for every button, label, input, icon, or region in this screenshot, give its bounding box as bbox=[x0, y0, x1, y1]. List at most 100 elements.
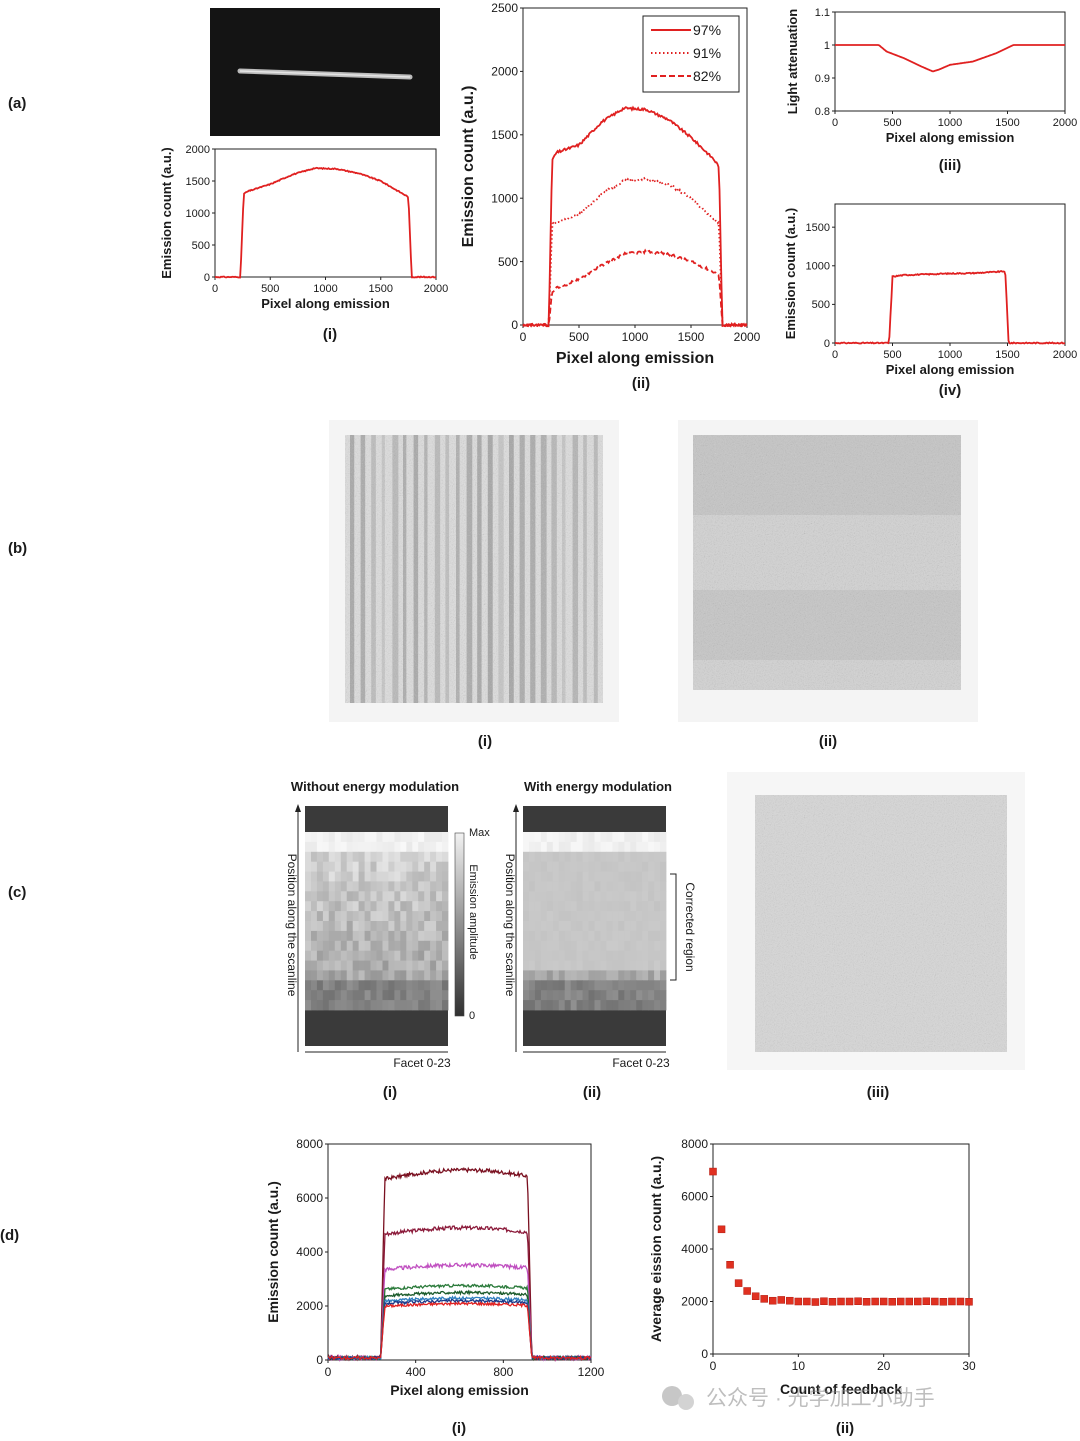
heatmap-cell bbox=[570, 851, 578, 863]
heatmap-cell bbox=[412, 911, 419, 922]
heatmap-cell bbox=[412, 891, 419, 902]
heatmap-cell bbox=[328, 861, 336, 872]
heatmap-cell bbox=[382, 950, 389, 961]
heatmap-cell bbox=[406, 921, 413, 932]
heatmap-cell bbox=[630, 871, 637, 882]
x-tick-label: 0 bbox=[710, 1359, 717, 1373]
heatmap-cell bbox=[600, 911, 607, 922]
heatmap-cell bbox=[612, 960, 619, 971]
heatmap-cell bbox=[654, 832, 661, 843]
heatmap-cell bbox=[540, 990, 548, 1001]
heatmap-cell bbox=[636, 841, 643, 853]
heatmap-cell bbox=[529, 881, 536, 892]
heatmap-cell bbox=[364, 930, 371, 942]
heatmap-cell bbox=[606, 861, 613, 872]
heatmap-cell bbox=[576, 832, 583, 843]
heatmap-cell bbox=[424, 930, 431, 942]
y-axis-label: Emission count (a.u.) bbox=[783, 208, 798, 339]
heatmap-cell bbox=[400, 911, 407, 922]
heatmap-cell bbox=[305, 940, 312, 952]
heatmap-cell bbox=[430, 980, 437, 991]
heatmap-cell bbox=[322, 980, 330, 991]
heatmap-cell bbox=[558, 871, 566, 882]
heatmap-cell bbox=[618, 871, 625, 882]
heatmap-cell bbox=[642, 881, 649, 892]
chart-a-i: 0 500 1000 1500 2000 0 500 1000 1500 2000 Pixel al… bbox=[159, 144, 448, 311]
heatmap-cell bbox=[660, 970, 667, 981]
series-line-5 bbox=[327, 1295, 592, 1361]
heatmap-cell bbox=[442, 940, 449, 952]
heatmap-cell bbox=[612, 851, 619, 863]
heatmap-cell bbox=[523, 861, 530, 872]
heatmap-cell bbox=[388, 950, 395, 961]
heatmap-cell bbox=[376, 911, 383, 922]
heatmap-cell bbox=[442, 930, 449, 942]
heatmap-cell bbox=[529, 940, 536, 952]
heatmap-cell bbox=[430, 990, 437, 1001]
heatmap-cell bbox=[412, 960, 419, 971]
heatmap-cell bbox=[606, 980, 613, 991]
heatmap-cell bbox=[540, 911, 548, 922]
heatmap-cell bbox=[412, 970, 419, 981]
heatmap-cell bbox=[529, 861, 536, 872]
heatmap-cell bbox=[340, 851, 348, 863]
heatmap-cell bbox=[564, 901, 572, 912]
data-point bbox=[794, 1297, 803, 1306]
heatmap-cell bbox=[311, 930, 318, 942]
data-point bbox=[896, 1297, 905, 1306]
heatmap-cell bbox=[424, 980, 431, 991]
heatmap-cell bbox=[442, 891, 449, 902]
y-tick-label: 500 bbox=[192, 240, 210, 252]
heatmap-cell bbox=[358, 851, 365, 863]
heatmap-cell bbox=[370, 871, 377, 882]
heatmap-cell bbox=[305, 861, 312, 872]
heatmap-cell bbox=[305, 911, 312, 922]
heatmap-cell bbox=[424, 832, 431, 843]
heatmap-cell bbox=[523, 921, 530, 932]
heatmap-cell bbox=[328, 851, 336, 863]
heatmap-cell bbox=[594, 891, 601, 902]
heatmap-cell bbox=[534, 841, 542, 853]
data-point bbox=[871, 1297, 879, 1306]
heatmap-cell bbox=[376, 871, 383, 882]
heatmap-cell bbox=[430, 1000, 437, 1011]
heatmap-cell bbox=[370, 980, 377, 991]
heatmap-cell bbox=[570, 960, 578, 971]
heatmap-cell bbox=[352, 891, 360, 902]
heatmap-cell bbox=[352, 901, 360, 912]
heatmap-cell bbox=[334, 980, 342, 991]
heatmap-cell bbox=[406, 851, 413, 863]
heatmap-cell bbox=[606, 851, 613, 863]
heatmap-cell bbox=[636, 950, 643, 961]
heatmap-cell bbox=[624, 851, 631, 863]
legend-frame bbox=[642, 15, 740, 93]
heatmap-cell bbox=[582, 921, 589, 932]
heatmap-cell bbox=[334, 891, 342, 902]
y-tick-label: 6000 bbox=[296, 1191, 323, 1205]
x-tick-label: 2000 bbox=[1053, 349, 1077, 361]
heatmap-cell bbox=[311, 901, 318, 912]
heatmap-cell bbox=[376, 970, 383, 981]
sub-label-b-ii: (ii) bbox=[819, 733, 837, 750]
series-line-6 bbox=[327, 1298, 592, 1361]
heatmap-cell bbox=[370, 950, 377, 961]
heatmap-cell bbox=[594, 851, 601, 863]
heatmap-cell bbox=[311, 851, 318, 863]
heatmap-cell bbox=[382, 911, 389, 922]
data-point bbox=[948, 1297, 956, 1306]
heatmap-cell bbox=[570, 901, 578, 912]
heatmap-cell bbox=[630, 921, 637, 932]
heatmap-cell bbox=[630, 861, 637, 872]
heatmap-cell bbox=[352, 871, 360, 882]
heatmap-cell bbox=[412, 841, 419, 853]
x-axis-label: Count of feedback bbox=[780, 1381, 902, 1397]
heatmap-cell bbox=[558, 861, 566, 872]
heatmap-cell bbox=[660, 921, 667, 932]
x-tick-label: 400 bbox=[406, 1365, 426, 1379]
heatmap-cell bbox=[418, 921, 425, 932]
heatmap-cell bbox=[388, 901, 395, 912]
heatmap-cell bbox=[340, 980, 348, 991]
y-axis-label: Emission count (a.u.) bbox=[265, 1181, 281, 1323]
heatmap-cell bbox=[564, 980, 572, 991]
heatmap-cell bbox=[534, 901, 542, 912]
